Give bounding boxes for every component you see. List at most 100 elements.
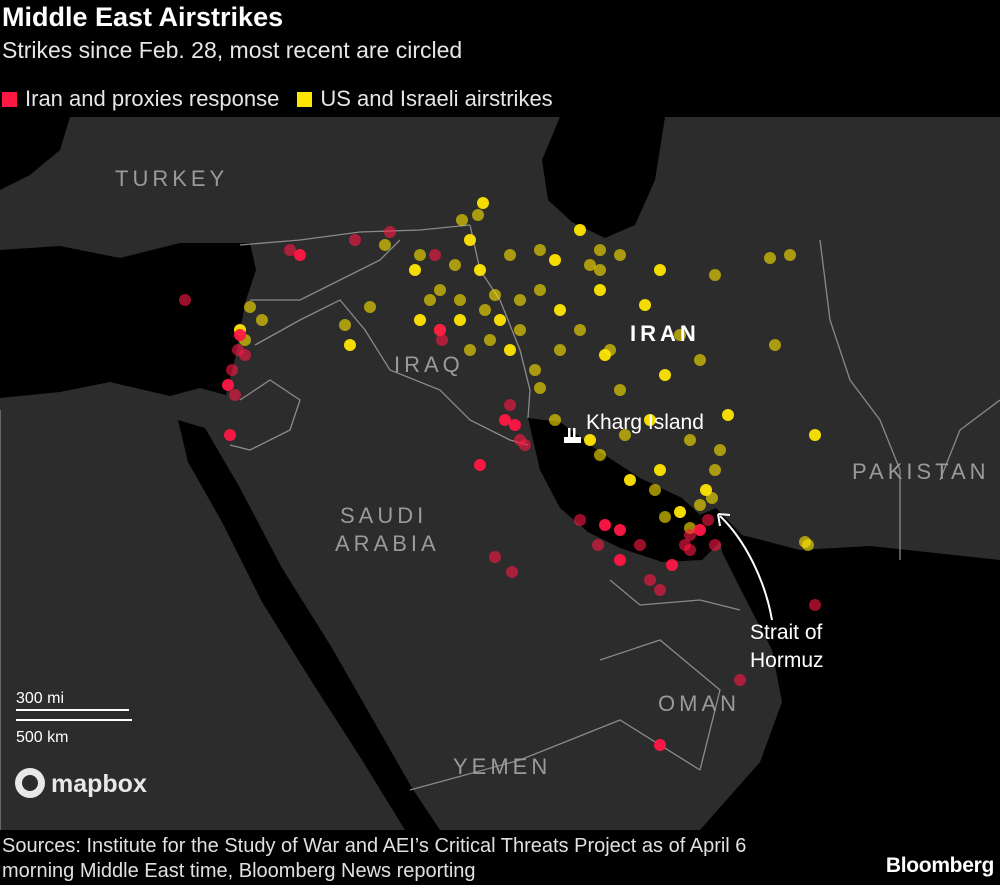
legend-swatch-red — [2, 91, 17, 107]
label-saudi-2: ARABIA — [335, 531, 440, 556]
us-israeli-strike-point — [484, 334, 496, 346]
persian-gulf — [528, 418, 722, 562]
label-turkey: TURKEY — [115, 166, 228, 191]
iran-proxy-strike-point — [684, 529, 696, 541]
us-israeli-strike-point — [654, 264, 666, 276]
scale-miles: 300 mi — [16, 690, 64, 707]
iran-proxy-strike-point — [429, 249, 441, 261]
iran-proxy-strike-point — [509, 419, 521, 431]
us-israeli-strike-point — [456, 214, 468, 226]
us-israeli-strike-point — [256, 314, 268, 326]
us-israeli-strike-point — [489, 289, 501, 301]
iran-proxy-strike-point — [504, 399, 516, 411]
label-oman: OMAN — [658, 691, 740, 716]
label-hormuz-1: Strait of — [750, 621, 823, 644]
us-israeli-strike-point — [722, 409, 734, 421]
iran-proxy-strike-point — [666, 559, 678, 571]
us-israeli-strike-point — [424, 294, 436, 306]
us-israeli-strike-point — [694, 354, 706, 366]
us-israeli-strike-point — [549, 254, 561, 266]
iran-proxy-strike-point — [574, 514, 586, 526]
iran-proxy-strike-point — [684, 544, 696, 556]
us-israeli-strike-point — [454, 314, 466, 326]
us-israeli-strike-point — [649, 484, 661, 496]
us-israeli-strike-point — [514, 324, 526, 336]
iran-proxy-strike-point — [709, 539, 721, 551]
us-israeli-strike-point — [714, 444, 726, 456]
us-israeli-strike-point — [379, 239, 391, 251]
borders — [0, 224, 1000, 830]
us-israeli-strike-point — [554, 344, 566, 356]
us-israeli-strike-point — [584, 259, 596, 271]
iran-proxy-strike-point — [474, 459, 486, 471]
iran-proxy-strike-point — [229, 389, 241, 401]
label-pakistan: PAKISTAN — [852, 459, 990, 484]
us-israeli-strike-point — [529, 364, 541, 376]
label-saudi-1: SAUDI — [340, 503, 427, 528]
us-israeli-strike-point — [364, 301, 376, 313]
country-labels: TURKEY IRAQ IRAN SAUDI ARABIA PAKISTAN O… — [115, 166, 990, 779]
iran-proxy-strike-point — [499, 414, 511, 426]
us-israeli-strike-point — [709, 269, 721, 281]
us-israeli-strike-point — [554, 304, 566, 316]
iran-proxy-strike-point — [809, 599, 821, 611]
us-israeli-strike-point — [534, 244, 546, 256]
iran-proxy-strike-point — [694, 524, 706, 536]
us-israeli-strike-point — [614, 384, 626, 396]
us-israeli-strike-point — [654, 464, 666, 476]
iran-proxy-strike-point — [239, 349, 251, 361]
us-israeli-strike-point — [477, 197, 489, 209]
mapbox-logo[interactable]: mapbox — [15, 768, 147, 798]
iran-proxy-strike-point — [734, 674, 746, 686]
us-israeli-strike-point — [809, 429, 821, 441]
iran-proxy-strike-point — [519, 439, 531, 451]
us-israeli-strike-point — [574, 224, 586, 236]
us-israeli-strike-point — [344, 339, 356, 351]
mapbox-icon-inner — [22, 775, 38, 791]
us-israeli-strike-point — [534, 284, 546, 296]
oil-facility-icon — [564, 428, 581, 443]
us-israeli-strike-point — [594, 284, 606, 296]
us-israeli-strike-point — [764, 252, 776, 264]
us-israeli-strike-point — [659, 511, 671, 523]
strike-points — [179, 197, 821, 751]
us-israeli-strike-point — [594, 244, 606, 256]
us-israeli-strike-point — [474, 264, 486, 276]
us-israeli-strike-point — [494, 314, 506, 326]
map[interactable]: TURKEY IRAQ IRAN SAUDI ARABIA PAKISTAN O… — [0, 117, 1000, 830]
us-israeli-strike-point — [464, 234, 476, 246]
us-israeli-strike-point — [644, 414, 656, 426]
red-sea — [178, 420, 440, 830]
legend: Iran and proxies response US and Israeli… — [2, 86, 553, 112]
us-israeli-strike-point — [472, 209, 484, 221]
iran-proxy-strike-point — [599, 519, 611, 531]
label-kharg: Kharg Island — [586, 411, 704, 434]
us-israeli-strike-point — [619, 429, 631, 441]
black-sea — [0, 117, 70, 190]
iran-proxy-strike-point — [222, 379, 234, 391]
iran-proxy-strike-point — [506, 566, 518, 578]
iran-proxy-strike-point — [634, 539, 646, 551]
us-israeli-strike-point — [802, 539, 814, 551]
us-israeli-strike-point — [504, 249, 516, 261]
iran-proxy-strike-point — [234, 329, 246, 341]
us-israeli-strike-point — [684, 434, 696, 446]
legend-swatch-yellow — [297, 91, 313, 107]
iran-proxy-strike-point — [702, 514, 714, 526]
scale-line-km — [16, 719, 132, 721]
legend-item-iran: Iran and proxies response — [2, 86, 279, 112]
us-israeli-strike-point — [414, 249, 426, 261]
scale-line-miles — [16, 709, 129, 711]
chart-subtitle: Strikes since Feb. 28, most recent are c… — [2, 37, 463, 63]
us-israeli-strike-point — [769, 339, 781, 351]
us-israeli-strike-point — [534, 382, 546, 394]
arabian-sea — [700, 508, 1000, 830]
water-bodies — [0, 117, 1000, 830]
us-israeli-strike-point — [414, 314, 426, 326]
us-israeli-strike-point — [549, 414, 561, 426]
iran-proxy-strike-point — [434, 324, 446, 336]
label-yemen: YEMEN — [453, 754, 551, 779]
iran-proxy-strike-point — [284, 244, 296, 256]
iran-proxy-strike-point — [349, 234, 361, 246]
us-israeli-strike-point — [674, 506, 686, 518]
